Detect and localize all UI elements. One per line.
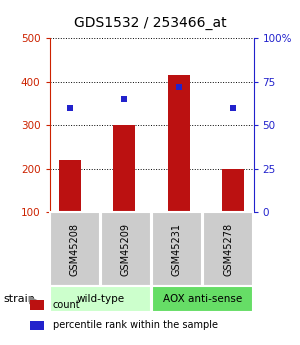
Text: GSM45208: GSM45208 [70, 223, 80, 276]
Text: ▶: ▶ [28, 294, 37, 304]
Text: AOX anti-sense: AOX anti-sense [163, 294, 242, 304]
Bar [168, 75, 190, 212]
Text: GDS1532 / 253466_at: GDS1532 / 253466_at [74, 16, 226, 30]
Text: GSM45231: GSM45231 [172, 223, 182, 276]
Text: GSM45278: GSM45278 [223, 223, 233, 276]
Text: percentile rank within the sample: percentile rank within the sample [52, 321, 218, 330]
Text: GSM45209: GSM45209 [121, 223, 131, 276]
Text: strain: strain [3, 294, 35, 304]
Bar [113, 125, 135, 212]
Text: wild-type: wild-type [76, 294, 124, 304]
Bar [222, 169, 244, 212]
Text: count: count [52, 300, 80, 310]
Bar [59, 160, 81, 212]
